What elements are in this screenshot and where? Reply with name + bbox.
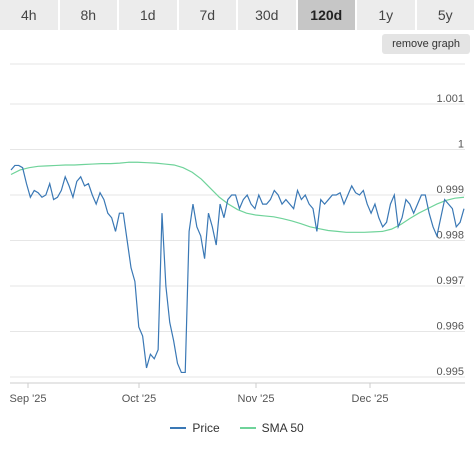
tab-7d[interactable]: 7d xyxy=(178,0,238,30)
y-tick-label: 1 xyxy=(458,139,464,151)
y-tick-label: 0.995 xyxy=(436,366,464,378)
tab-120d[interactable]: 120d xyxy=(297,0,357,30)
x-tick-label: Nov '25 xyxy=(238,393,275,405)
x-tick-label: Oct '25 xyxy=(122,393,157,405)
legend-label-price: Price xyxy=(192,421,220,435)
sma-swatch-icon xyxy=(239,427,256,429)
tab-4h[interactable]: 4h xyxy=(0,0,60,30)
x-tick-label: Sep '25 xyxy=(10,393,47,405)
y-tick-label: 0.996 xyxy=(436,321,464,333)
tab-1y[interactable]: 1y xyxy=(357,0,417,30)
y-tick-label: 1.001 xyxy=(436,93,464,105)
legend-item-sma[interactable]: SMA 50 xyxy=(239,421,304,435)
y-tick-label: 0.997 xyxy=(436,275,464,287)
tab-5y[interactable]: 5y xyxy=(416,0,474,30)
y-tick-label: 0.998 xyxy=(436,230,464,242)
tab-30d[interactable]: 30d xyxy=(238,0,298,30)
series-line-price xyxy=(10,164,465,374)
remove-graph-button[interactable]: remove graph xyxy=(382,34,470,54)
series-line-sma50 xyxy=(10,161,465,233)
timeframe-tabs: 4h 8h 1d 7d 30d 120d 1y 5y xyxy=(0,0,474,30)
tab-8h[interactable]: 8h xyxy=(59,0,119,30)
tab-1d[interactable]: 1d xyxy=(119,0,179,30)
x-tick-label: Dec '25 xyxy=(352,393,389,405)
price-swatch-icon xyxy=(170,427,187,429)
legend-item-price[interactable]: Price xyxy=(170,421,220,435)
legend-label-sma: SMA 50 xyxy=(261,421,304,435)
chart-legend: Price SMA 50 xyxy=(0,421,474,435)
y-tick-label: 0.999 xyxy=(436,184,464,196)
